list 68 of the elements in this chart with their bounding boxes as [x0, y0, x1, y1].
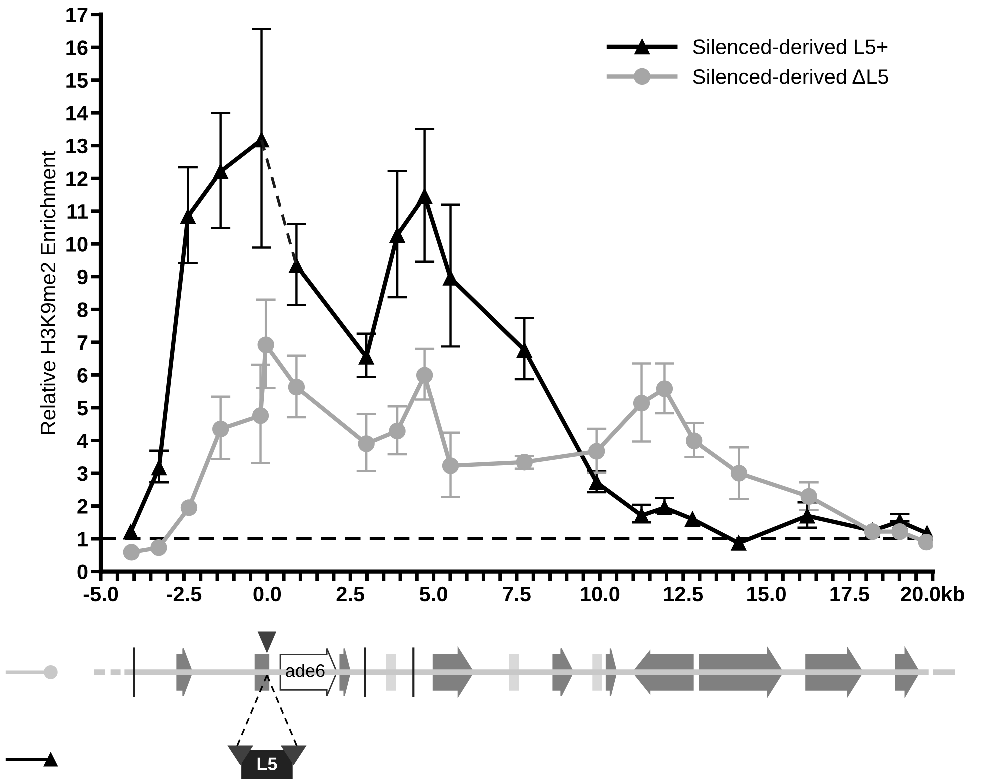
x-tick-label: 7.5 — [503, 587, 531, 602]
point — [517, 342, 532, 358]
x-tick-label: -2.5 — [167, 586, 202, 602]
point — [252, 407, 270, 424]
point — [416, 367, 434, 384]
point — [442, 458, 460, 474]
point — [685, 512, 700, 528]
point — [390, 228, 406, 243]
point — [657, 500, 672, 516]
text: L5 — [258, 758, 278, 771]
x-tick-label: 5.0 — [420, 586, 448, 602]
x-tick-label: 20.0kb — [901, 586, 965, 602]
y-tick-label: 7 — [78, 336, 88, 350]
y-tick-label: 12 — [66, 172, 88, 186]
point — [730, 465, 748, 482]
legend-label: Silenced-derived L5+ — [693, 39, 888, 54]
point — [589, 475, 604, 490]
point — [152, 460, 167, 476]
y-tick-label: 10 — [66, 237, 88, 252]
point — [358, 350, 374, 365]
y-tick-label: 16 — [66, 40, 88, 56]
y-tick-label: 1 — [78, 532, 88, 547]
y-tick-label: 14 — [66, 106, 88, 121]
point — [417, 188, 432, 204]
point — [800, 508, 816, 524]
x-tick-label: 2.5 — [336, 586, 365, 602]
y-tick-label: 2 — [78, 499, 88, 514]
point — [123, 544, 140, 561]
text: ade6 — [286, 664, 325, 678]
point — [258, 336, 274, 354]
x-tick-label: -5.0 — [84, 586, 118, 602]
point — [150, 540, 168, 556]
y-tick-label: 5 — [78, 401, 88, 416]
y-tick-label: 4 — [77, 434, 88, 448]
point — [800, 488, 818, 506]
point — [180, 500, 198, 516]
point — [443, 270, 458, 286]
y-tick-label: 8 — [78, 302, 88, 318]
point — [731, 536, 747, 551]
y-tick-label: 3 — [77, 466, 88, 482]
point — [656, 380, 674, 398]
x-tick-label: 0.0 — [254, 586, 282, 602]
x-tick-label: 12.5 — [664, 586, 704, 602]
y-tick-label: 9 — [78, 270, 88, 285]
legend-label: Silenced-derived ΔL5 — [693, 68, 888, 84]
point — [123, 524, 139, 540]
y-axis-title: Relative H3K9me2 Enrichment — [40, 151, 56, 434]
point — [634, 508, 650, 524]
y-tick-label: 6 — [78, 368, 88, 383]
y-tick-label: 13 — [66, 138, 88, 154]
point — [289, 258, 304, 274]
point — [892, 523, 908, 540]
point — [686, 432, 703, 450]
y-tick-label: 15 — [66, 74, 88, 88]
point — [389, 422, 406, 440]
point — [213, 164, 228, 180]
x-tick-label: 17.5 — [830, 587, 870, 602]
point — [212, 420, 230, 438]
y-tick-label: 0 — [78, 564, 88, 580]
x-tick-label: 15.0 — [748, 586, 786, 602]
point — [288, 378, 306, 396]
point — [588, 443, 606, 460]
y-tick-label: 11 — [68, 204, 88, 219]
x-tick-label: 10.0 — [581, 586, 620, 602]
point — [358, 436, 375, 452]
y-tick-label: 17 — [66, 8, 88, 22]
point — [180, 208, 196, 224]
point — [633, 395, 650, 412]
